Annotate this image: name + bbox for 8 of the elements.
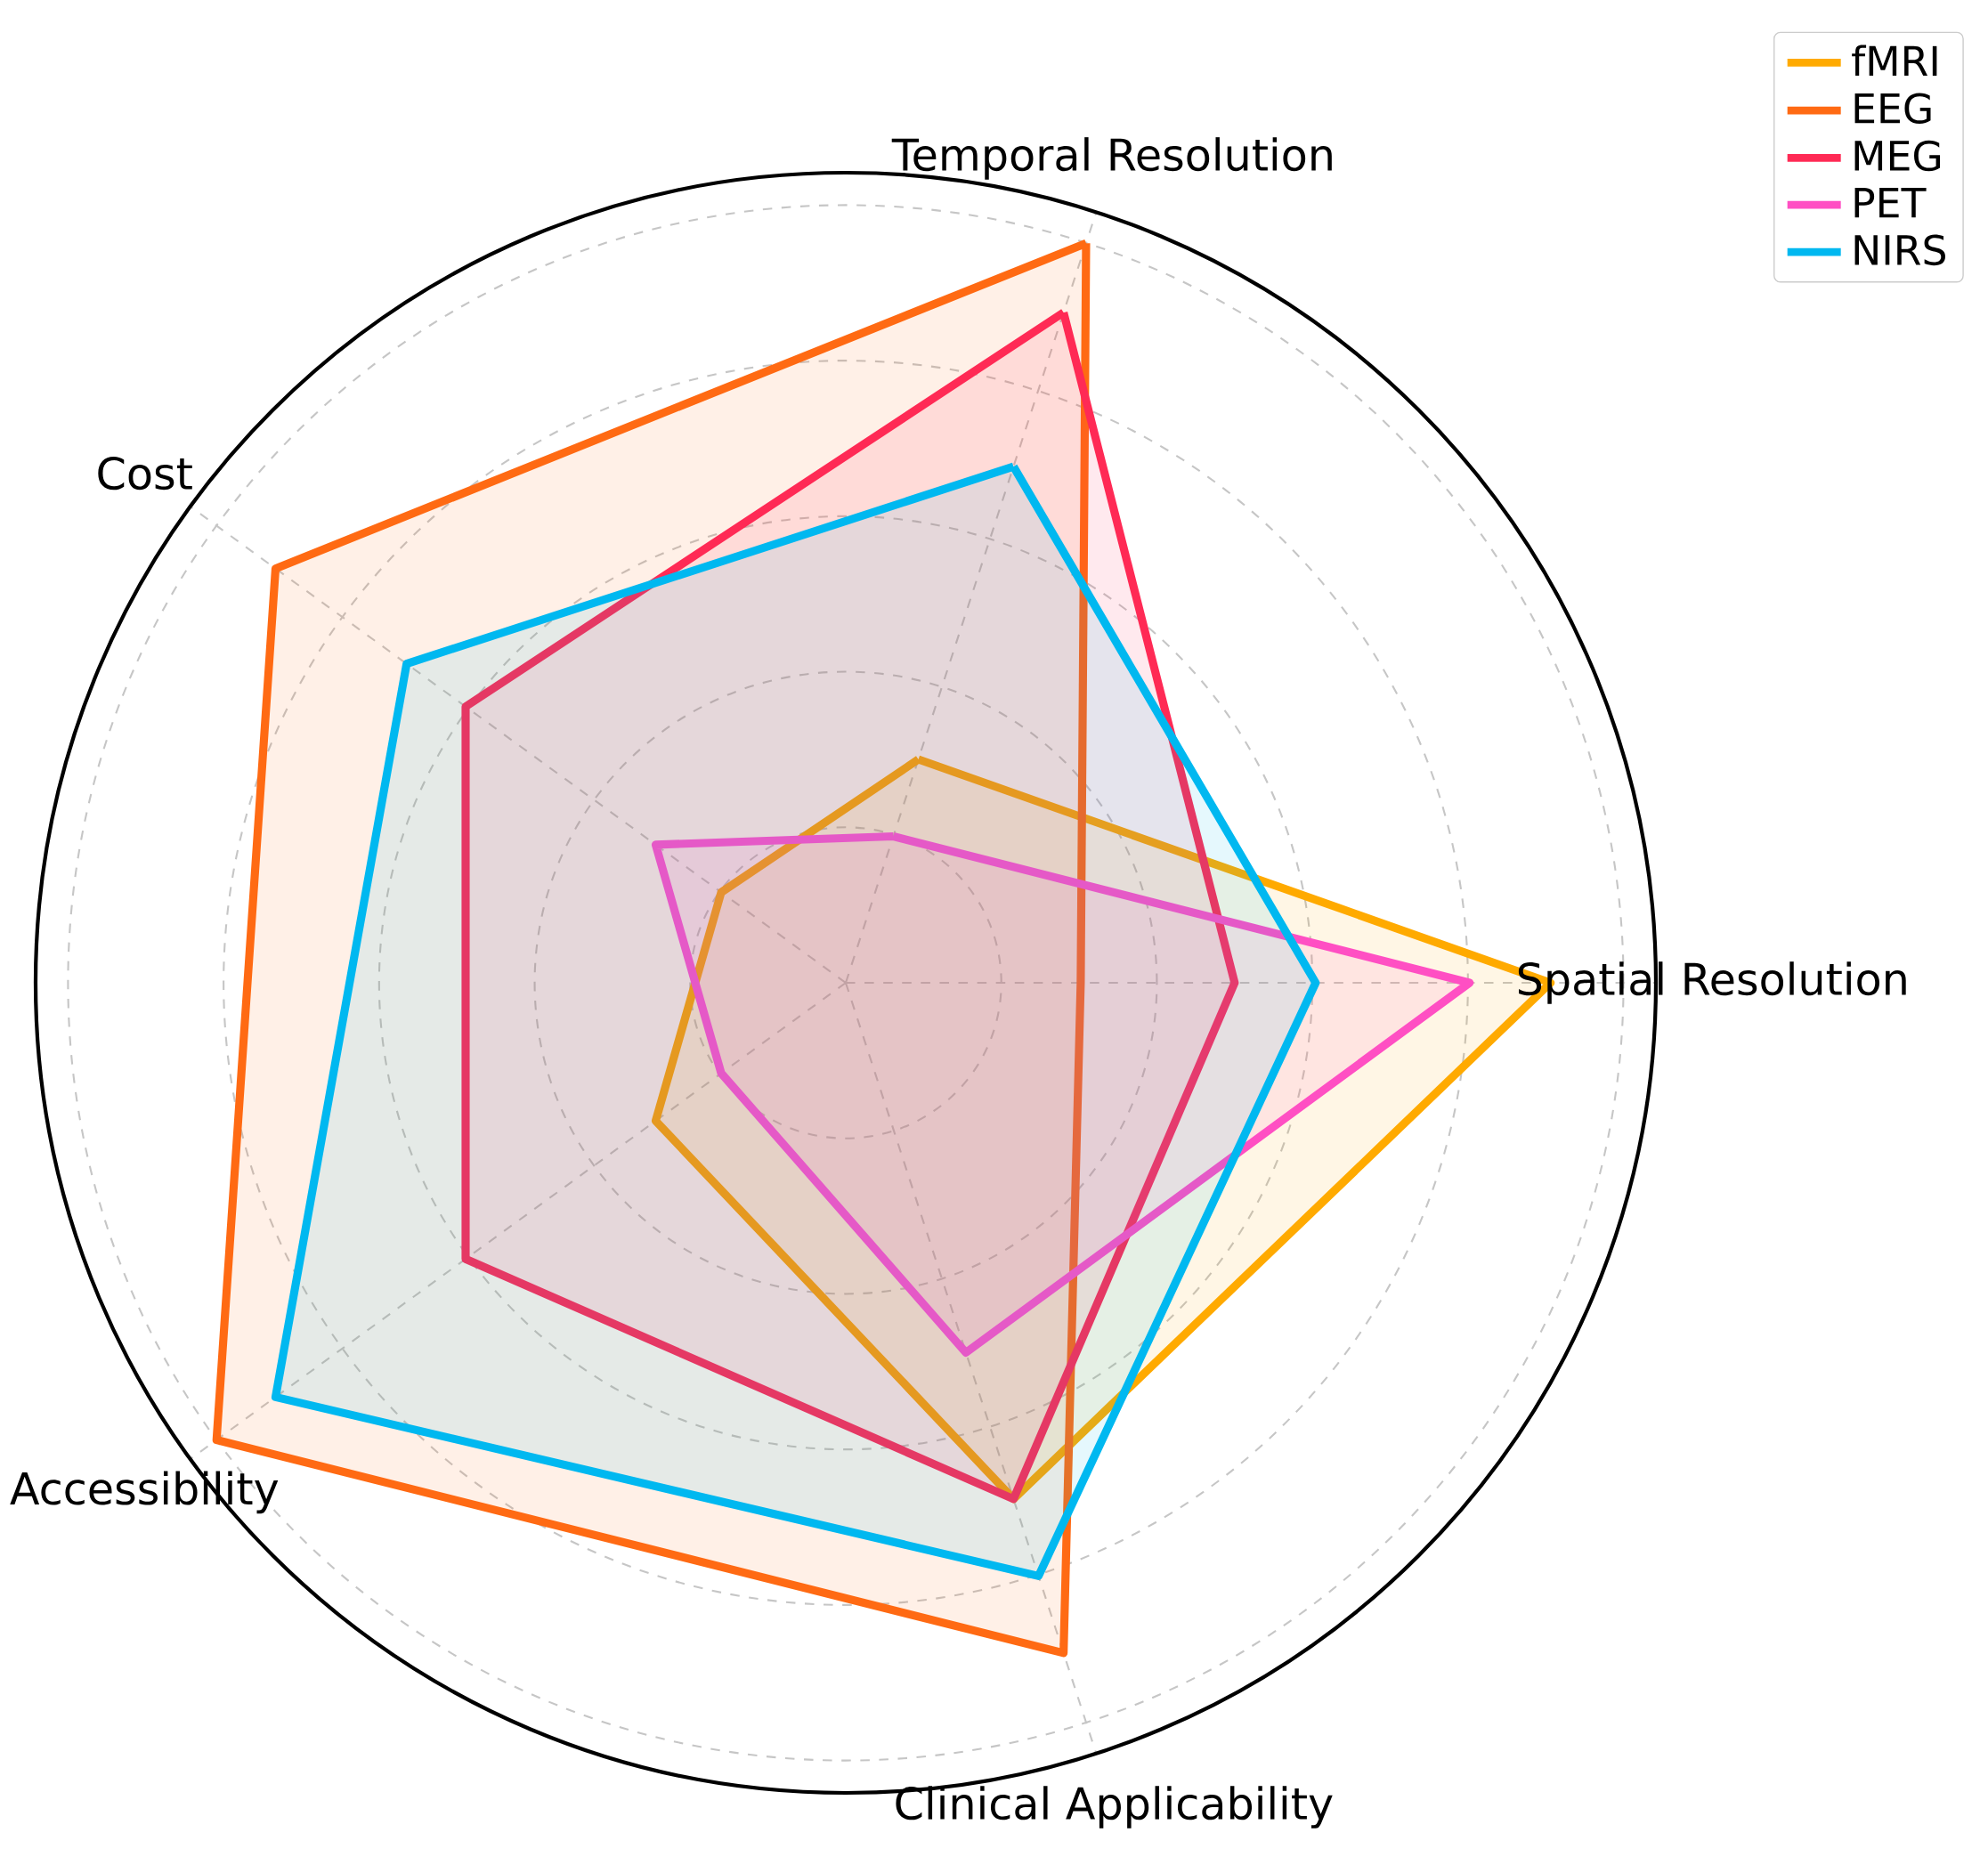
legend-label: fMRI — [1852, 45, 1937, 77]
legend-label: MEG — [1854, 140, 1941, 172]
spoke-label: Cost — [98, 457, 192, 491]
spoke-label: Temporal Resolution — [891, 137, 1332, 180]
legend-label: EEG — [1854, 93, 1931, 125]
legend-label: NIRS — [1854, 234, 1945, 266]
spoke-label: Clinical Applicability — [896, 1786, 1333, 1829]
legend-label: PET — [1854, 187, 1927, 218]
